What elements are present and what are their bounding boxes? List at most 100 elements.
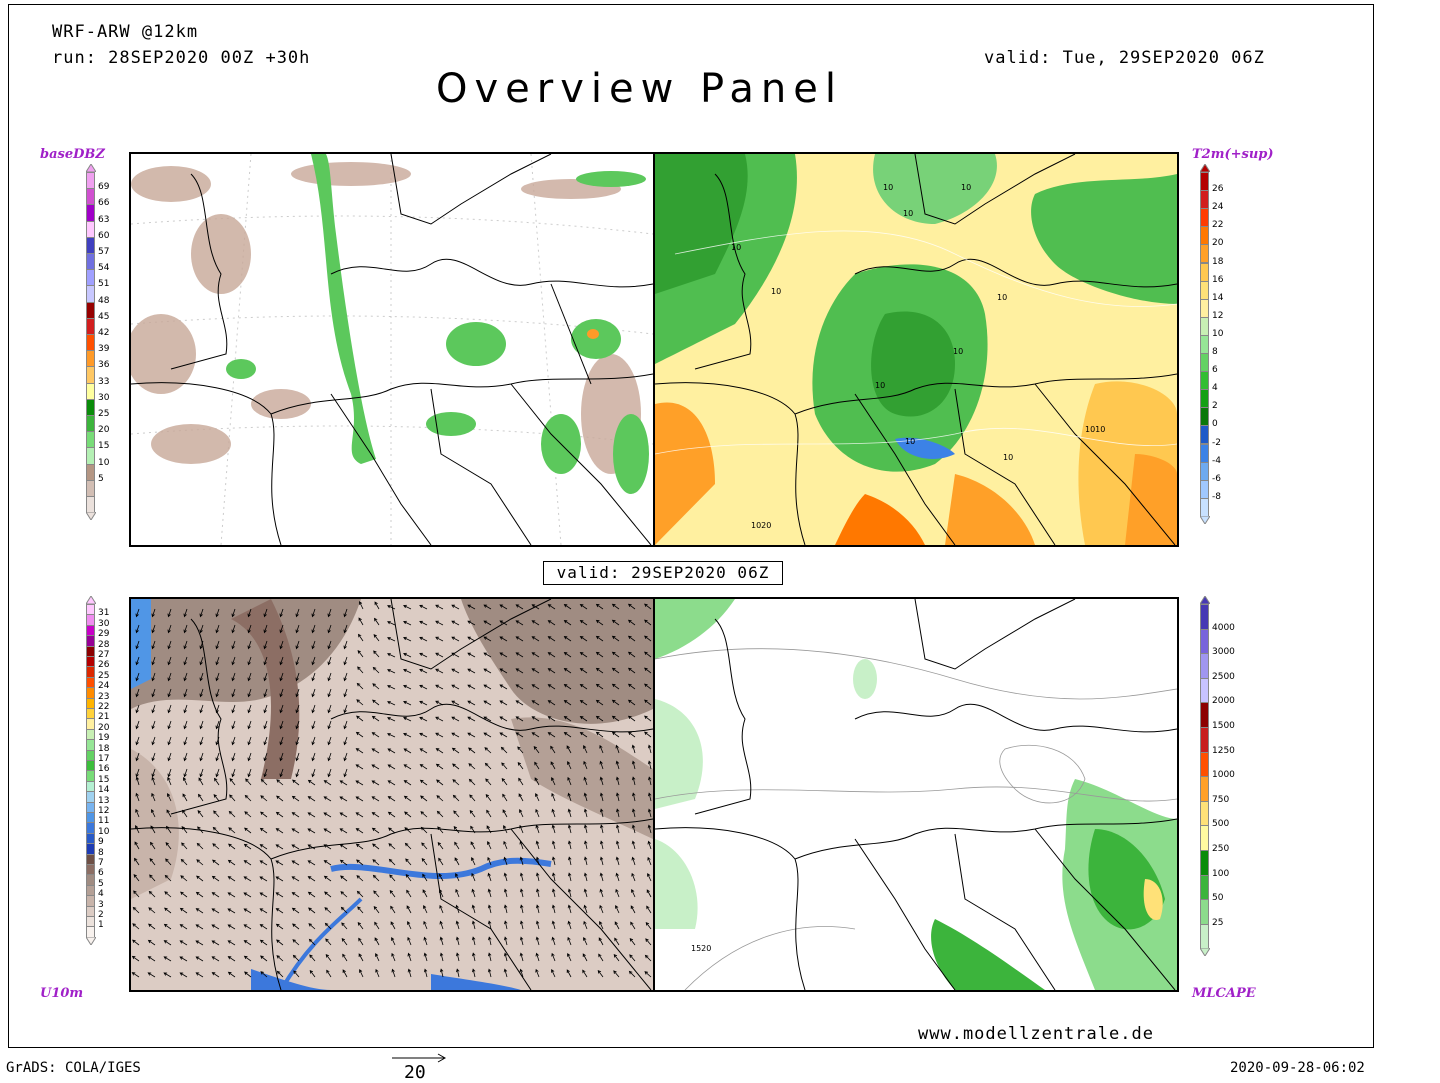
- wind-vector: [647, 824, 652, 834]
- wind-vector: [533, 745, 540, 754]
- wind-vector: [212, 826, 220, 834]
- wind-vector: [358, 633, 364, 642]
- colorbar-label: 22: [1212, 220, 1224, 231]
- wind-vector: [583, 888, 588, 898]
- wind-vector: [456, 968, 460, 978]
- wind-vector: [467, 604, 476, 610]
- wind-vector: [403, 732, 412, 738]
- wind-vector: [435, 732, 444, 738]
- wind-vector: [567, 888, 572, 898]
- colorbar-swatch: [1200, 800, 1209, 827]
- wind-vector: [501, 762, 508, 770]
- wind-vector: [307, 812, 316, 818]
- wind-vector: [244, 971, 252, 978]
- wind-vector: [595, 699, 604, 706]
- colorbar-swatch: [86, 366, 95, 384]
- colorbar-label: 30: [98, 392, 110, 403]
- colorbar-swatch: [1200, 334, 1209, 354]
- wind-vector: [275, 908, 284, 914]
- wind-vector: [263, 608, 268, 618]
- wind-vector: [183, 624, 188, 634]
- wind-vector: [387, 701, 396, 706]
- wind-vector: [388, 827, 396, 834]
- colorbar-label: 22: [98, 702, 110, 712]
- wind-vector: [551, 792, 556, 802]
- wind-vector: [215, 608, 220, 618]
- colorbar-label: 18: [98, 743, 110, 754]
- wind-vector: [356, 699, 364, 706]
- colorbar-swatch: [86, 285, 95, 303]
- colorbar-label: 5: [98, 878, 104, 889]
- wind-vector: [583, 872, 588, 882]
- wind-vector: [551, 904, 556, 914]
- colorbar-top-arrow: [1200, 596, 1210, 604]
- wind-vector: [615, 904, 620, 914]
- wind-vector: [135, 825, 140, 834]
- wind-vector: [471, 904, 476, 914]
- wind-vector: [499, 700, 508, 706]
- wind-vector: [151, 809, 156, 818]
- wind-vector: [276, 779, 284, 786]
- wind-vector: [211, 956, 220, 962]
- website-url: www.modellzentrale.de: [918, 1024, 1154, 1044]
- wind-vector: [135, 624, 140, 634]
- wind-vector: [547, 732, 556, 738]
- colorbar-swatch: [86, 382, 95, 400]
- colorbar-label: 2000: [1212, 696, 1235, 707]
- wind-vector: [309, 954, 316, 962]
- valid-time-box: valid: 29SEP2020 06Z: [543, 561, 783, 585]
- colorbar-label: 4: [1212, 383, 1218, 394]
- wind-vector: [372, 683, 380, 690]
- wind-vector: [611, 651, 620, 658]
- wind-vector: [454, 841, 460, 850]
- wind-vector: [579, 716, 588, 722]
- wind-vector: [167, 624, 172, 634]
- wind-vector: [243, 876, 252, 882]
- colorbar-label: 13: [98, 795, 110, 806]
- wind-vector: [180, 891, 188, 898]
- wind-vector: [632, 792, 636, 802]
- colorbar-label: 6: [1212, 365, 1218, 376]
- wind-vector: [372, 843, 380, 850]
- wind-vector: [579, 604, 588, 610]
- wind-vector: [167, 736, 172, 746]
- wind-vector: [423, 968, 428, 978]
- wind-vector: [343, 624, 348, 634]
- wind-vector: [437, 826, 444, 834]
- wind-vector: [199, 672, 204, 682]
- wind-vector: [183, 608, 188, 618]
- colorbar-label: 3: [98, 899, 104, 910]
- wind-vector: [148, 890, 156, 898]
- wind-vector: [644, 731, 652, 738]
- wind-vector: [163, 972, 172, 978]
- wind-vector: [583, 760, 588, 770]
- wind-vector: [343, 688, 348, 698]
- wind-vector: [406, 889, 412, 898]
- wind-vector: [423, 905, 428, 914]
- wind-vector: [631, 744, 636, 754]
- wind-vector: [467, 716, 476, 722]
- wind-vector: [595, 731, 604, 738]
- colorbar-label: -4: [1212, 455, 1221, 466]
- wind-vector: [227, 876, 236, 882]
- wind-vector: [343, 704, 348, 714]
- wind-vector: [212, 843, 220, 850]
- wind-vector: [611, 683, 620, 690]
- wind-vector: [419, 652, 428, 658]
- colorbar-swatch: [1200, 226, 1209, 246]
- wind-vector: [582, 953, 588, 962]
- wind-vector: [611, 635, 620, 642]
- wind-vector: [342, 953, 348, 962]
- wind-vector: [439, 952, 444, 962]
- wind-vector: [503, 872, 508, 882]
- wind-vector: [467, 700, 476, 706]
- colorbar-swatch: [86, 447, 95, 465]
- wind-vector: [292, 954, 300, 962]
- wind-vector: [371, 764, 380, 770]
- wind-vector: [421, 842, 428, 850]
- wind-vector: [644, 651, 652, 658]
- wind-vector: [627, 603, 636, 610]
- wind-vector: [231, 656, 236, 666]
- wind-vector: [629, 954, 636, 962]
- colorbar-bottom-arrow: [86, 936, 96, 945]
